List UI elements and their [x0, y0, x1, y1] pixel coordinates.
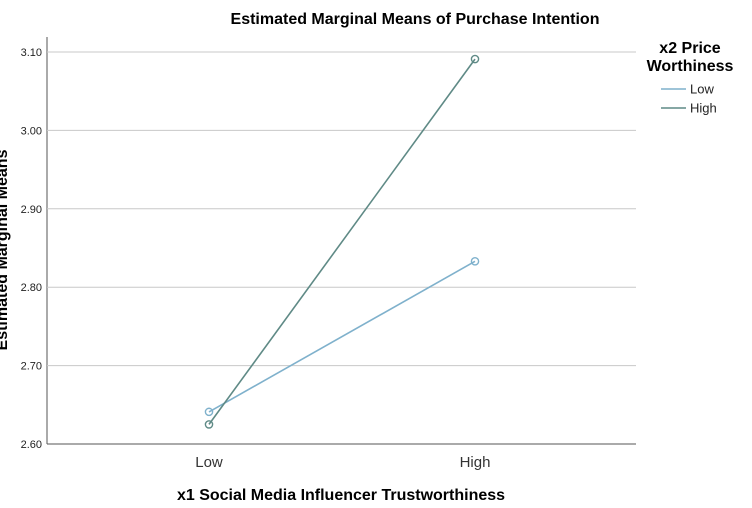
- legend-label-high: High: [690, 101, 717, 116]
- x-axis-title: x1 Social Media Influencer Trustworthine…: [177, 487, 505, 504]
- y-axis-title: Estimated Marginal Means: [0, 149, 11, 350]
- plot-background: [47, 37, 636, 444]
- chart-title: Estimated Marginal Means of Purchase Int…: [231, 11, 600, 28]
- point-low-high: [470, 257, 480, 266]
- y-tick-label-2.60: 2.60: [21, 439, 42, 451]
- y-tick-label-2.90: 2.90: [21, 204, 42, 216]
- point-high-high: [470, 54, 480, 64]
- x-tick-labels: Low High: [195, 454, 490, 471]
- series-line-low: [208, 260, 476, 413]
- y-tick-labels: 2.60 2.70 2.80 2.90 3.00 3.10: [21, 47, 42, 451]
- legend: x2 Price Worthiness Low High: [647, 40, 734, 116]
- y-tick-label-2.80: 2.80: [21, 282, 42, 294]
- point-high-low: [204, 420, 214, 429]
- legend-label-low: Low: [690, 82, 714, 97]
- y-tick-label-3.00: 3.00: [21, 125, 42, 137]
- point-low-low: [204, 407, 214, 417]
- y-tick-label-2.70: 2.70: [21, 361, 42, 373]
- legend-title-line-2: Worthiness: [647, 58, 734, 75]
- plot-area: [46, 37, 636, 445]
- gridlines: [47, 51, 636, 367]
- x-tick-label-high: High: [460, 454, 491, 471]
- legend-title-line-1: x2 Price: [659, 40, 720, 57]
- series-line-high: [208, 58, 476, 425]
- x-tick-label-low: Low: [195, 454, 223, 471]
- series-lines: [204, 54, 480, 429]
- y-tick-label-3.10: 3.10: [21, 47, 42, 59]
